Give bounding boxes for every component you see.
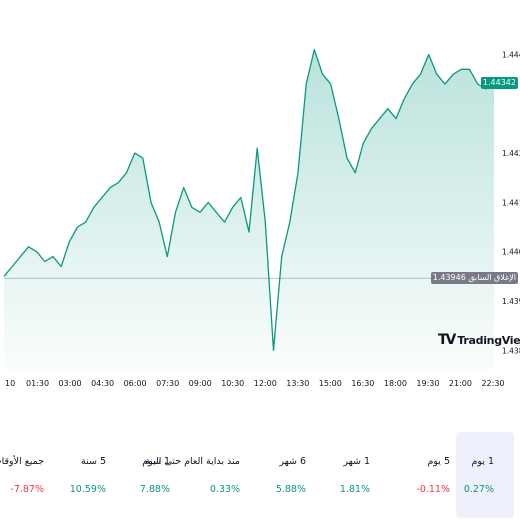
- period-label: منذ بداية العام حتى اليوم: [142, 456, 240, 467]
- x-tick-label: 13:30: [286, 379, 309, 388]
- period-tab[interactable]: 5 سنة 10.59%: [16, 432, 106, 518]
- x-tick-label: 04:30: [91, 379, 114, 388]
- x-tick-label: 21:00: [449, 379, 472, 388]
- y-tick-label: 1.44100: [502, 198, 520, 207]
- tradingview-mark-icon: TV: [438, 332, 456, 348]
- period-tab[interactable]: 1 سنة 7.88%: [80, 432, 170, 518]
- period-change-value: -7.87%: [10, 484, 44, 495]
- period-label: 1 شهر: [343, 456, 370, 467]
- period-change-value: 0.27%: [463, 484, 494, 495]
- period-label: جميع الأوقات: [0, 456, 44, 467]
- x-tick-label: 10:30: [221, 379, 244, 388]
- period-tab[interactable]: جميع الأوقات -7.87%: [0, 432, 44, 518]
- x-tick-label: 15:00: [319, 379, 342, 388]
- x-tick-label: 03:00: [59, 379, 82, 388]
- last-price-tag: 1.44342: [480, 77, 518, 90]
- period-change-value: 10.59%: [69, 484, 106, 495]
- period-label: 1 يوم: [471, 456, 494, 467]
- price-series-line: [3, 48, 495, 351]
- y-tick-label: 1.43900: [502, 297, 520, 306]
- price-chart[interactable]: 1.44400 1.44200 1.44100 1.44000 1.43900 1.438…: [0, 0, 520, 400]
- x-tick-label: 12:00: [254, 379, 277, 388]
- x-tick-label: 01:30: [26, 379, 49, 388]
- x-tick-label: 06:00: [124, 379, 147, 388]
- tradingview-wordmark: TradingView: [457, 333, 520, 347]
- y-tick-label: 1.43800: [502, 346, 520, 355]
- x-tick-label: 18:00: [384, 379, 407, 388]
- x-tick-label: 16:30: [351, 379, 374, 388]
- price-chart-svg[interactable]: 1.44400 1.44200 1.44100 1.44000 1.43900 1.438…: [0, 0, 520, 400]
- y-tick-label: 1.44000: [502, 248, 520, 257]
- x-tick-label: 10: [5, 379, 15, 388]
- performance-periods: 1 يوم 0.27% 5 يوم -0.11% 1 شهر 1.81% 6 شهر 5.88…: [0, 432, 520, 518]
- x-tick-label: 09:00: [189, 379, 212, 388]
- period-tab[interactable]: 5 يوم -0.11%: [360, 432, 450, 518]
- price-area-fill: [4, 49, 494, 370]
- period-change-value: 0.33%: [209, 484, 240, 495]
- previous-close-label: الإغلاق السابق: [468, 273, 516, 283]
- period-tab[interactable]: 6 شهر 5.88%: [216, 432, 306, 518]
- period-change-value: 7.88%: [139, 484, 170, 495]
- period-change-value: 5.88%: [275, 484, 306, 495]
- x-tick-label: 07:30: [156, 379, 179, 388]
- period-change-value: -0.11%: [416, 484, 450, 495]
- x-tick-label: 19:30: [416, 379, 439, 388]
- period-label: 5 سنة: [81, 456, 106, 467]
- previous-close-price: 1.43946: [432, 273, 466, 283]
- period-tab[interactable]: 1 يوم 0.27%: [456, 432, 514, 518]
- x-tick-label: 22:30: [481, 379, 504, 388]
- y-tick-label: 1.44200: [502, 149, 520, 158]
- y-tick-label: 1.44400: [502, 51, 520, 60]
- previous-close-tag: الإغلاق السابق 1.43946: [430, 272, 518, 285]
- period-label: 5 يوم: [427, 456, 450, 467]
- period-label: 6 شهر: [279, 456, 306, 467]
- tradingview-logo[interactable]: TV TradingView: [438, 332, 520, 348]
- period-change-value: 1.81%: [339, 484, 370, 495]
- period-tab[interactable]: منذ بداية العام حتى اليوم 0.33%: [142, 432, 240, 518]
- period-tab[interactable]: 1 شهر 1.81%: [280, 432, 370, 518]
- period-label: 1 سنة: [145, 456, 170, 467]
